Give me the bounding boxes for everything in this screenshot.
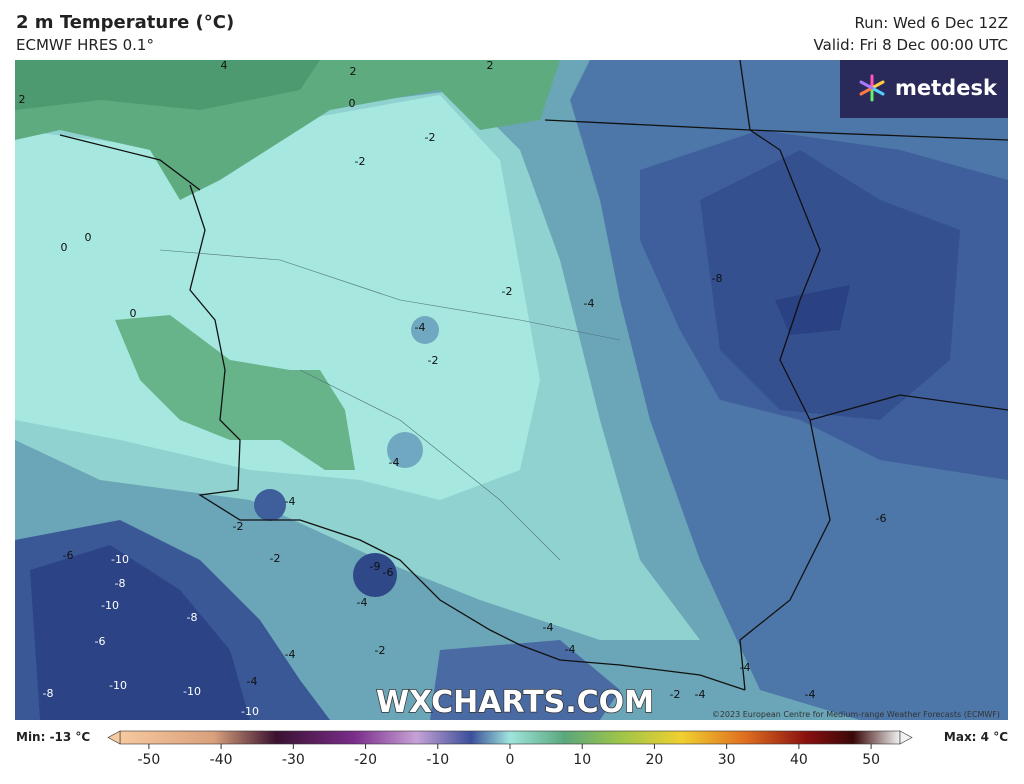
contour-label: -4 bbox=[285, 495, 296, 508]
field-green-west bbox=[115, 315, 355, 470]
subtitle: ECMWF HRES 0.1° bbox=[16, 36, 154, 54]
legend-max: Max: 4 °C bbox=[944, 730, 1008, 744]
cold-spot bbox=[254, 489, 286, 521]
field-green-dark bbox=[15, 60, 320, 110]
contour-label: -4 bbox=[543, 621, 554, 634]
colorbar bbox=[119, 730, 901, 745]
contour-label: -4 bbox=[357, 596, 368, 609]
contour-label: -2 bbox=[428, 354, 439, 367]
cold-spot bbox=[387, 432, 423, 468]
contour-label: -2 bbox=[355, 155, 366, 168]
contour-label: -10 bbox=[183, 685, 201, 698]
contour-label: 0 bbox=[349, 97, 356, 110]
contour-label: 2 bbox=[487, 59, 494, 72]
colorbar-tick-label: 0 bbox=[506, 752, 515, 768]
contour-label: 0 bbox=[130, 307, 137, 320]
run-time: Run: Wed 6 Dec 12Z bbox=[854, 14, 1008, 32]
logo-icon bbox=[859, 74, 885, 102]
contour-label: -4 bbox=[805, 688, 816, 701]
contour-label: -4 bbox=[389, 456, 400, 469]
contour-label: -8 bbox=[43, 687, 54, 700]
field-sw-dark bbox=[30, 545, 250, 720]
contour-label: -4 bbox=[565, 643, 576, 656]
contour-label: -2 bbox=[233, 520, 244, 533]
logo-text: metdesk bbox=[895, 76, 998, 100]
contour-label: -2 bbox=[270, 552, 281, 565]
colorbar-tick-label: -50 bbox=[137, 752, 160, 768]
contour-label: -6 bbox=[95, 635, 106, 648]
colorbar-tick-label: 20 bbox=[646, 752, 664, 768]
admin-boundary bbox=[159, 249, 621, 561]
colorbar-end bbox=[899, 730, 913, 745]
contour-label: -4 bbox=[415, 321, 426, 334]
contour-label: -4 bbox=[740, 661, 751, 674]
field-east-core bbox=[700, 150, 960, 420]
contour-label: -8 bbox=[115, 577, 126, 590]
contour-label: 2 bbox=[19, 93, 26, 106]
contour-label: -2 bbox=[375, 644, 386, 657]
field-light bbox=[15, 95, 540, 500]
contour-label: -8 bbox=[712, 272, 723, 285]
colorbar-tick-label: -30 bbox=[282, 752, 305, 768]
contour-label: -2 bbox=[670, 688, 681, 701]
colorbar-tick-label: -20 bbox=[354, 752, 377, 768]
field-east-min bbox=[775, 285, 850, 335]
valid-time: Valid: Fri 8 Dec 00:00 UTC bbox=[813, 36, 1008, 54]
watermark: WXCHARTS.COM bbox=[376, 685, 654, 720]
cold-spot bbox=[353, 553, 397, 597]
cold-spot bbox=[411, 316, 439, 344]
colorbar-tick-label: 50 bbox=[862, 752, 880, 768]
field-south bbox=[430, 640, 620, 720]
contour-label: -2 bbox=[425, 131, 436, 144]
contour-label: 4 bbox=[221, 59, 228, 72]
contour-label: 0 bbox=[85, 231, 92, 244]
contour-label: -10 bbox=[241, 705, 259, 718]
contour-label: -8 bbox=[187, 611, 198, 624]
colorbar-tick-label: 40 bbox=[790, 752, 808, 768]
contour-label: -4 bbox=[584, 297, 595, 310]
contour-label: 0 bbox=[61, 241, 68, 254]
colorbar-tick-label: -40 bbox=[210, 752, 233, 768]
map-area bbox=[15, 60, 1008, 720]
copyright: ©2023 European Centre for Medium-range W… bbox=[712, 710, 1000, 719]
contour-label: -9 bbox=[370, 560, 381, 573]
contour-label: -4 bbox=[247, 675, 258, 688]
colorbar-tick-label: 30 bbox=[718, 752, 736, 768]
title: 2 m Temperature (°C) bbox=[16, 12, 235, 33]
colorbar-tick-label: 10 bbox=[573, 752, 591, 768]
legend-min: Min: -13 °C bbox=[16, 730, 90, 744]
contour-label: 2 bbox=[350, 65, 357, 78]
contour-label: -10 bbox=[109, 679, 127, 692]
contour-label: -6 bbox=[383, 566, 394, 579]
border bbox=[59, 60, 1008, 691]
contour-label: -10 bbox=[101, 599, 119, 612]
contour-label: -6 bbox=[63, 549, 74, 562]
contour-label: -2 bbox=[502, 285, 513, 298]
colorbar-end bbox=[107, 730, 121, 745]
contour-label: -6 bbox=[876, 512, 887, 525]
colorbar-tick-label: -10 bbox=[426, 752, 449, 768]
contour-label: -4 bbox=[285, 648, 296, 661]
contour-label: -10 bbox=[111, 553, 129, 566]
contour-label: -4 bbox=[695, 688, 706, 701]
